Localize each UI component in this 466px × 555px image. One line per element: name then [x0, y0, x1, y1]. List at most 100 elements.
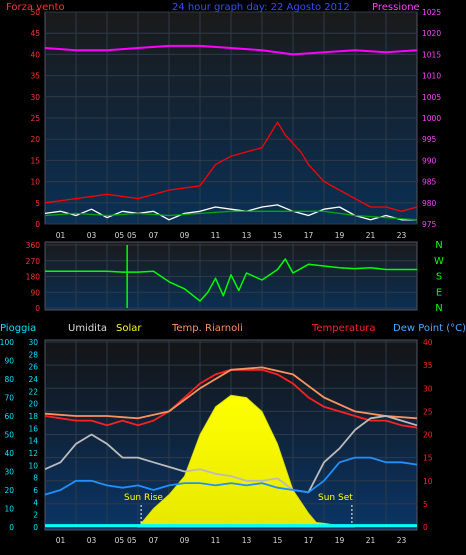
- humidity-tick-label: 4: [33, 498, 38, 507]
- direction-tick-label: 0: [35, 304, 40, 313]
- humidity-tick-label: 28: [28, 350, 38, 359]
- rain-tick-label: 10: [4, 505, 14, 514]
- x-tick-label: 01: [56, 231, 66, 240]
- x-tick-label: 19: [335, 231, 345, 240]
- wind-tick-label: 20: [30, 135, 40, 144]
- pressure-tick-label: 1000: [422, 114, 441, 123]
- x-tick-label: 13: [242, 231, 252, 240]
- wind-tick-label: 10: [30, 178, 40, 187]
- x-tick-label: 05: [127, 536, 137, 545]
- x-tick-label: 09: [180, 536, 190, 545]
- wind-tick-label: 45: [30, 29, 40, 38]
- x-tick-label: 19: [335, 536, 345, 545]
- temperature-tick-label: 40: [423, 338, 433, 347]
- humidity-tick-label: 8: [33, 474, 38, 483]
- temp-riarnoli-line: [44, 366, 418, 420]
- x-tick-label: 11: [211, 231, 221, 240]
- compass-label: S: [436, 272, 442, 283]
- humidity-tick-label: 30: [28, 338, 38, 347]
- pressure-tick-label: 995: [422, 135, 437, 144]
- legend-temperatura: Temperatura: [311, 323, 376, 334]
- humidity-tick-label: 20: [28, 400, 38, 409]
- x-tick-label: 21: [366, 536, 376, 545]
- rain-tick-label: 0: [9, 523, 14, 532]
- rain-tick-label: 90: [4, 357, 14, 366]
- x-tick-label: 23: [397, 231, 407, 240]
- dew-point-line: [44, 456, 418, 496]
- x-tick-label: 21: [366, 231, 376, 240]
- rain-tick-label: 30: [4, 468, 14, 477]
- x-tick-label: 03: [87, 231, 97, 240]
- x-tick-label: 09: [180, 231, 190, 240]
- wind-axis-label: Forza vento: [6, 2, 65, 13]
- temperature-tick-label: 30: [423, 384, 433, 393]
- pressure-tick-label: 975: [422, 220, 437, 229]
- wind-tick-label: 35: [30, 72, 40, 81]
- temperature-tick-label: 20: [423, 431, 433, 440]
- temperature-tick-label: 25: [423, 407, 433, 416]
- rain-tick-label: 40: [4, 449, 14, 458]
- pressure-tick-label: 1015: [422, 50, 441, 59]
- humidity-tick-label: 6: [33, 486, 38, 495]
- temperature-tick-label: 10: [423, 477, 433, 486]
- wind-tick-label: 0: [35, 220, 40, 229]
- wind-gust-line: [44, 121, 418, 212]
- pressure-tick-label: 1025: [422, 8, 441, 17]
- wind-tick-label: 5: [35, 199, 40, 208]
- compass-label: N: [435, 240, 442, 251]
- compass-label: N: [435, 303, 442, 314]
- direction-tick-label: 180: [26, 273, 41, 282]
- humidity-tick-label: 2: [33, 511, 38, 520]
- pressure-tick-label: 1010: [422, 72, 441, 81]
- direction-tick-label: 90: [30, 288, 40, 297]
- legend-pioggia: Pioggia: [0, 323, 36, 334]
- rain-tick-label: 80: [4, 375, 14, 384]
- x-tick-label: 01: [56, 536, 66, 545]
- humidity-tick-label: 24: [28, 375, 38, 384]
- x-tick-label: 05: [115, 231, 125, 240]
- direction-tick-label: 270: [26, 257, 41, 266]
- x-tick-label: 23: [397, 536, 407, 545]
- legend-dew-point: Dew Point (°C): [393, 323, 466, 334]
- x-tick-label: 15: [273, 536, 283, 545]
- x-tick-label: 11: [211, 536, 221, 545]
- sunset-label: Sun Set: [318, 493, 353, 503]
- x-tick-label: 05: [115, 536, 125, 545]
- x-tick-label: 17: [304, 536, 314, 545]
- humidity-tick-label: 10: [28, 461, 38, 470]
- legend-umidita: Umidita: [68, 323, 107, 334]
- humidity-tick-label: 12: [28, 449, 38, 458]
- temperature-tick-label: 5: [423, 500, 428, 509]
- wind-avg-line: [44, 210, 418, 221]
- wind-tick-label: 30: [30, 93, 40, 102]
- pressure-tick-label: 1020: [422, 29, 441, 38]
- humidity-tick-label: 18: [28, 412, 38, 421]
- temperature-tick-label: 15: [423, 454, 433, 463]
- pressure-tick-label: 980: [422, 199, 437, 208]
- x-tick-label: 13: [242, 536, 252, 545]
- x-tick-label: 17: [304, 231, 314, 240]
- humidity-tick-label: 22: [28, 387, 38, 396]
- humidity-tick-label: 16: [28, 424, 38, 433]
- humidity-tick-label: 14: [28, 437, 38, 446]
- legend-temp-riarnoli: Temp. Riarnoli: [171, 323, 243, 334]
- rain-tick-label: 50: [4, 431, 14, 440]
- compass-label: W: [434, 256, 444, 267]
- x-tick-label: 07: [149, 536, 159, 545]
- pressure-line: [44, 44, 418, 56]
- chart-title: 24 hour graph day: 22 Agosto 2012: [172, 2, 350, 13]
- x-tick-label: 03: [87, 536, 97, 545]
- rain-tick-label: 70: [4, 394, 14, 403]
- x-tick-label: 15: [273, 231, 283, 240]
- x-tick-label: 05: [127, 231, 137, 240]
- wind-tick-label: 50: [30, 8, 40, 17]
- rain-tick-label: 100: [0, 338, 14, 347]
- pressure-tick-label: 985: [422, 178, 437, 187]
- wind-tick-label: 25: [30, 114, 40, 123]
- x-tick-label: 07: [149, 231, 159, 240]
- legend-solar: Solar: [116, 323, 142, 334]
- rain-tick-label: 60: [4, 412, 14, 421]
- wind-tick-label: 15: [30, 156, 40, 165]
- humidity-line: [44, 415, 418, 494]
